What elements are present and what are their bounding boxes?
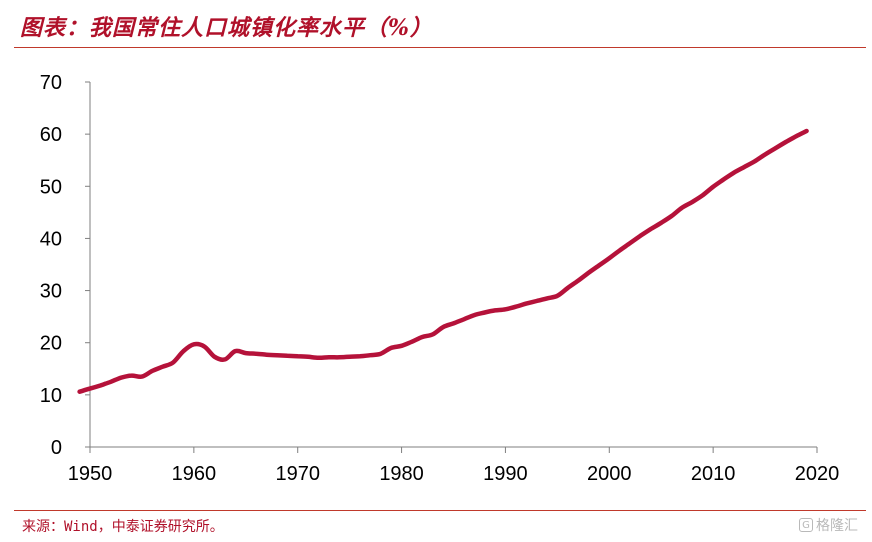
y-tick-label: 10 bbox=[40, 385, 62, 407]
x-tick-label: 1970 bbox=[275, 463, 320, 485]
title-divider bbox=[14, 47, 866, 48]
x-tick-label: 1960 bbox=[172, 463, 217, 485]
y-tick-label: 20 bbox=[40, 333, 62, 355]
y-tick-label: 0 bbox=[51, 437, 62, 459]
y-tick-label: 70 bbox=[40, 72, 62, 94]
watermark-text: 格隆汇 bbox=[816, 518, 858, 534]
x-tick-label: 1990 bbox=[483, 463, 528, 485]
footer-divider bbox=[14, 510, 866, 511]
x-axis-tick-labels: 1950 1960 1970 1980 1990 2000 2010 2020 bbox=[68, 463, 840, 485]
y-tick-label: 60 bbox=[40, 124, 62, 146]
chart-title: 图表：我国常住人口城镇化率水平（%） bbox=[20, 15, 433, 41]
urbanization-line-chart: 0 10 20 30 40 50 60 70 1950 1960 1970 1980 1990 2000… bbox=[40, 72, 840, 485]
series-line bbox=[77, 128, 809, 394]
x-tick-label: 1980 bbox=[379, 463, 424, 485]
watermark: G 格隆汇 bbox=[799, 515, 858, 535]
y-tick-label: 50 bbox=[40, 176, 62, 198]
source-note: 来源：Wind，中泰证券研究所。 bbox=[22, 519, 224, 535]
chart-axes bbox=[85, 81, 818, 453]
x-tick-label: 1950 bbox=[68, 463, 113, 485]
g-logo-icon: G bbox=[799, 518, 813, 532]
x-tick-label: 2020 bbox=[795, 463, 840, 485]
y-tick-label: 30 bbox=[40, 281, 62, 303]
x-tick-label: 2010 bbox=[691, 463, 736, 485]
y-axis-tick-labels: 0 10 20 30 40 50 60 70 bbox=[40, 72, 62, 459]
x-tick-label: 2000 bbox=[587, 463, 632, 485]
y-tick-label: 40 bbox=[40, 228, 62, 250]
